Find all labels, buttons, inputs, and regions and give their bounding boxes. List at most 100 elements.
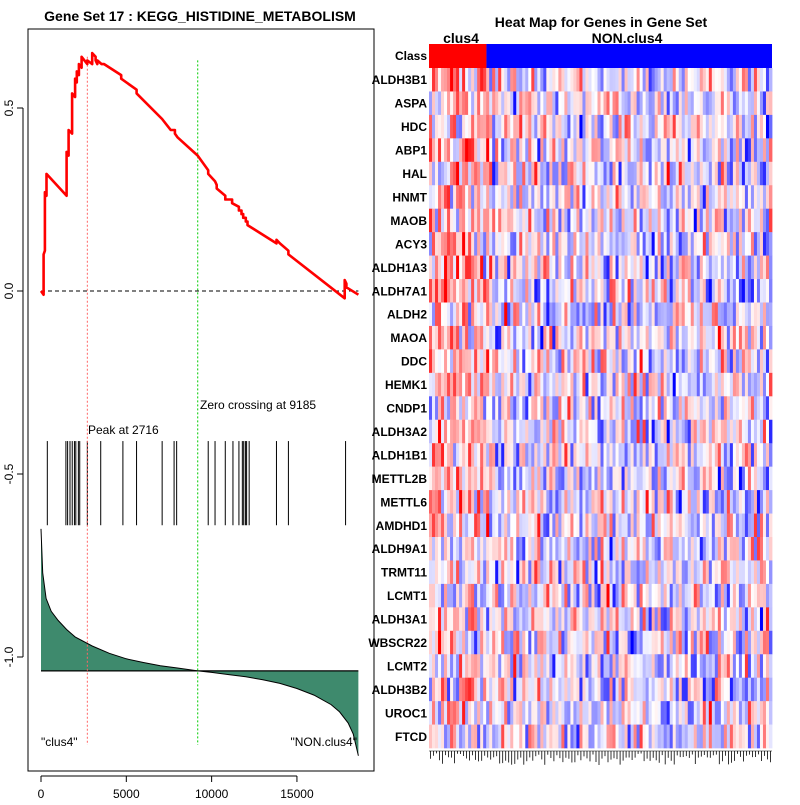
heatmap-cell bbox=[546, 91, 550, 116]
heatmap-cell bbox=[540, 724, 544, 749]
heatmap-cell bbox=[672, 701, 677, 725]
heatmap-cell bbox=[624, 349, 628, 374]
heatmap-cell bbox=[690, 443, 695, 467]
heatmap-cell bbox=[597, 466, 601, 491]
heatmap-cell bbox=[627, 396, 631, 421]
heatmap-cell bbox=[690, 114, 695, 139]
heatmap-cell bbox=[465, 490, 469, 514]
heatmap-cell bbox=[642, 677, 647, 702]
heatmap-cell bbox=[582, 701, 586, 725]
heatmap-cell bbox=[741, 232, 746, 256]
heatmap-cell bbox=[465, 396, 469, 421]
heatmap-cell bbox=[651, 537, 656, 561]
heatmap-cell bbox=[618, 607, 622, 632]
heatmap-cell bbox=[549, 443, 553, 467]
heatmap-cell bbox=[693, 677, 698, 702]
heatmap-cell bbox=[540, 443, 544, 467]
heatmap-cell bbox=[684, 208, 689, 233]
heatmap-cell bbox=[684, 279, 689, 303]
heatmap-cell bbox=[684, 232, 689, 256]
heatmap-row bbox=[429, 443, 773, 467]
heatmap-cell bbox=[429, 114, 433, 139]
heatmap-cell bbox=[480, 560, 484, 585]
heatmap-cell bbox=[528, 91, 532, 116]
heatmap-cell bbox=[759, 560, 764, 585]
heatmap-cell bbox=[690, 419, 695, 444]
heatmap-cell bbox=[495, 607, 499, 632]
heatmap-cell bbox=[444, 630, 448, 655]
heatmap-cell bbox=[588, 677, 592, 702]
heatmap-cell bbox=[468, 279, 472, 303]
heatmap-row bbox=[429, 419, 773, 444]
heatmap-cell bbox=[543, 443, 547, 467]
heatmap-cell bbox=[630, 583, 634, 608]
heatmap-cell bbox=[453, 701, 457, 725]
heatmap-cell bbox=[450, 490, 454, 514]
heatmap-cell bbox=[570, 232, 574, 256]
ranked-metric-layer bbox=[40, 528, 359, 756]
heatmap-cell bbox=[591, 185, 595, 209]
heatmap-cell bbox=[495, 255, 499, 280]
heatmap-cell bbox=[768, 372, 773, 397]
heatmap-cell bbox=[666, 279, 671, 303]
heatmap-cell bbox=[690, 724, 695, 749]
heatmap-cell bbox=[600, 630, 604, 655]
heatmap-cell bbox=[480, 677, 484, 702]
heatmap-cell bbox=[447, 208, 451, 233]
heatmap-cell bbox=[711, 68, 716, 92]
heatmap-cell bbox=[750, 654, 755, 678]
heatmap-cell bbox=[429, 583, 433, 608]
heatmap-cell bbox=[594, 654, 598, 678]
heatmap-cell bbox=[429, 490, 433, 514]
heatmap-cell bbox=[606, 232, 610, 256]
heatmap-cell bbox=[507, 279, 511, 303]
heatmap-cell bbox=[612, 161, 616, 186]
heatmap-cell bbox=[621, 208, 625, 233]
heatmap-cell bbox=[642, 114, 647, 139]
heatmap-cell bbox=[525, 325, 529, 350]
gene-label: METTL6 bbox=[380, 495, 427, 509]
heatmap-cell bbox=[720, 443, 725, 467]
heatmap-cell bbox=[621, 325, 625, 350]
heatmap-cell bbox=[468, 114, 472, 139]
heatmap-cell bbox=[441, 724, 445, 749]
heatmap-cell bbox=[438, 490, 442, 514]
heatmap-cell bbox=[531, 560, 535, 585]
heatmap-cell bbox=[615, 279, 619, 303]
heatmap-cell bbox=[633, 349, 638, 374]
gene-label: TRMT11 bbox=[381, 566, 427, 580]
heatmap-cell bbox=[615, 372, 619, 397]
heatmap-title: Heat Map for Genes in Gene Set bbox=[495, 14, 708, 30]
heatmap-cell bbox=[549, 349, 553, 374]
heatmap-cell bbox=[714, 490, 719, 514]
heatmap-cell bbox=[555, 724, 559, 749]
heatmap-cell bbox=[732, 537, 737, 561]
heatmap-cell bbox=[549, 302, 553, 327]
heatmap-cell bbox=[657, 114, 662, 139]
heatmap-cell bbox=[696, 537, 701, 561]
heatmap-cell bbox=[612, 325, 616, 350]
heatmap-cell bbox=[432, 419, 436, 444]
heatmap-cell bbox=[687, 537, 692, 561]
heatmap-cell bbox=[510, 114, 514, 139]
heatmap-cell bbox=[474, 537, 478, 561]
heatmap-cell bbox=[663, 161, 668, 186]
heatmap-cell bbox=[654, 466, 659, 491]
heatmap-cell bbox=[438, 208, 442, 233]
heatmap-cell bbox=[432, 677, 436, 702]
heatmap-cell bbox=[726, 654, 731, 678]
heatmap-cell bbox=[702, 396, 707, 421]
heatmap-cell bbox=[615, 630, 619, 655]
heatmap-cell bbox=[711, 161, 716, 186]
heatmap-cell bbox=[690, 701, 695, 725]
heatmap-cell bbox=[576, 396, 580, 421]
heatmap-cell bbox=[735, 208, 740, 233]
heatmap-cell bbox=[642, 279, 647, 303]
heatmap-cell bbox=[474, 372, 478, 397]
heatmap-cell bbox=[513, 513, 517, 538]
heatmap-cell bbox=[765, 701, 770, 725]
heatmap-cell bbox=[585, 724, 589, 749]
heatmap-cell bbox=[693, 114, 698, 139]
heatmap-cell bbox=[528, 607, 532, 632]
heatmap-cell bbox=[600, 208, 604, 233]
